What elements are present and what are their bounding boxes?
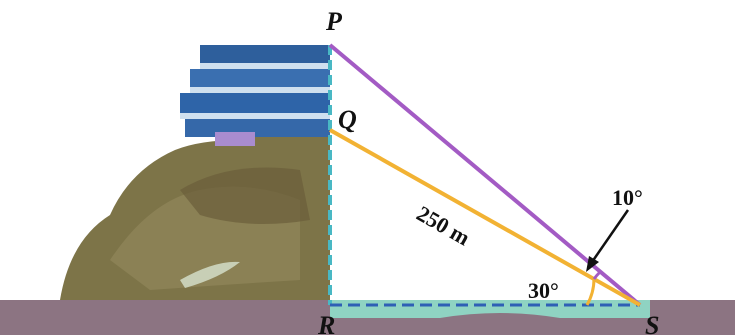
angle-label: 10° — [612, 185, 643, 210]
qs-line — [330, 130, 640, 305]
point-label: R — [317, 311, 335, 335]
angle-arc — [594, 272, 600, 279]
point-label: Q — [338, 105, 357, 134]
pointer-arrow — [592, 210, 628, 262]
building — [180, 45, 330, 146]
diagram: P Q R S 250 m 30° 10° — [0, 0, 735, 335]
point-label: S — [645, 311, 659, 335]
point-label: P — [325, 7, 343, 36]
angle-label: 30° — [528, 278, 559, 303]
